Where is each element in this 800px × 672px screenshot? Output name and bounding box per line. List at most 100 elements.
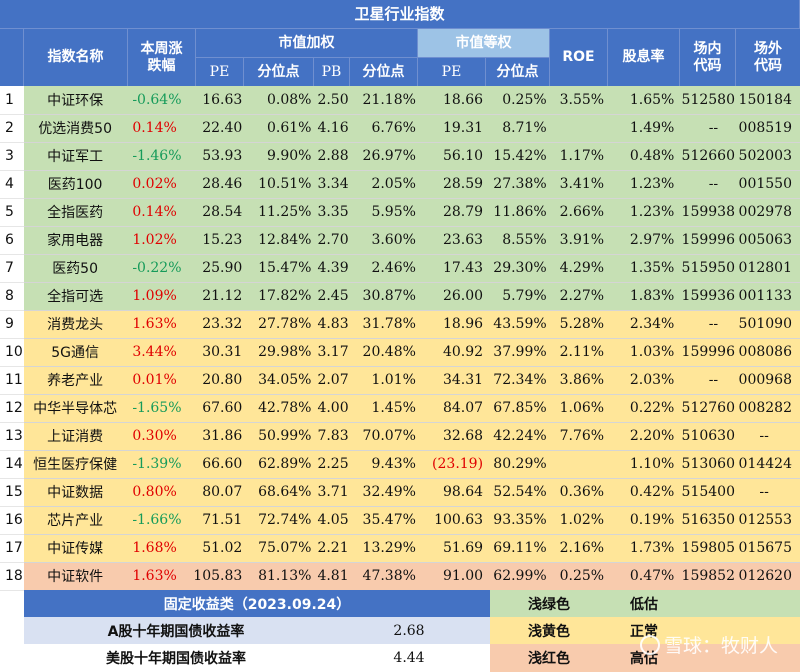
- header-cap-pe-percentile: 分位点: [244, 58, 314, 86]
- cap-pe-percentile: 9.90%: [248, 142, 318, 171]
- eq-pe: 56.10: [421, 142, 490, 171]
- cap-pe: 71.51: [193, 506, 249, 535]
- offsite-code: 015675: [736, 534, 800, 563]
- table-title: 卫星行业指数: [0, 0, 800, 29]
- dividend-yield: 1.83%: [610, 282, 681, 311]
- cap-pe: 80.07: [193, 478, 249, 507]
- legend-yellow-name: 浅黄色: [490, 617, 608, 644]
- row-index: 2: [0, 114, 24, 143]
- onsite-code: 510630: [680, 422, 737, 451]
- dividend-yield: 2.34%: [610, 310, 681, 339]
- cap-pb-percentile: 6.76%: [354, 114, 422, 143]
- cap-pb-percentile: 35.47%: [354, 506, 422, 535]
- table-row: 16 芯片产业 -1.66% 71.51 72.74% 4.05 35.47% 100.63 9…: [0, 506, 800, 535]
- index-name: 优选消费50: [23, 114, 127, 143]
- dividend-yield: 1.03%: [610, 338, 681, 367]
- roe: [552, 450, 611, 479]
- cap-pb: 4.39: [317, 254, 355, 283]
- cap-pb: 4.05: [317, 506, 355, 535]
- offsite-code: 000968: [736, 366, 800, 395]
- row-index: 6: [0, 226, 24, 255]
- onsite-code: 513060: [680, 450, 737, 479]
- onsite-code: --: [680, 366, 737, 395]
- header-cap-pe: PE: [196, 58, 244, 86]
- header-dividend: 股息率: [608, 29, 680, 86]
- cap-pe: 51.02: [193, 534, 249, 563]
- index-name: 养老产业: [23, 366, 127, 395]
- index-name: 家用电器: [23, 226, 127, 255]
- cap-pe: 105.83: [193, 562, 249, 591]
- offsite-code: 001550: [736, 170, 800, 199]
- legend-red-fill: [680, 644, 800, 672]
- eq-pe: 26.00: [421, 282, 490, 311]
- cap-pb-percentile: 70.07%: [354, 422, 422, 451]
- fixed-income-title: 固定收益类（2023.09.24）: [24, 590, 490, 617]
- index-name: 中华半导体芯: [23, 394, 127, 423]
- watermark: 雪球：牧财人: [639, 631, 778, 658]
- eq-pe: (23.19): [421, 450, 490, 479]
- offsite-code: 012553: [736, 506, 800, 535]
- eq-pe: 17.43: [421, 254, 490, 283]
- cap-pe: 28.54: [193, 198, 249, 227]
- row-index: 15: [0, 478, 24, 507]
- table-row: 5 全指医药 0.14% 28.54 11.25% 3.35 5.95% 28.79 11.86…: [0, 198, 800, 227]
- eq-pe: 100.63: [421, 506, 490, 535]
- index-name: 5G通信: [23, 338, 127, 367]
- eq-percentile: 29.30%: [489, 254, 553, 283]
- roe: [552, 114, 611, 143]
- offsite-code: 501090: [736, 310, 800, 339]
- cap-pe-percentile: 68.64%: [248, 478, 318, 507]
- index-name: 消费龙头: [23, 310, 127, 339]
- eq-pe: 51.69: [421, 534, 490, 563]
- cap-pe-percentile: 12.84%: [248, 226, 318, 255]
- table-row: 17 中证传媒 1.68% 51.02 75.07% 2.21 13.29% 51.69 69.…: [0, 534, 800, 563]
- table-row: 2 优选消费50 0.14% 22.40 0.61% 4.16 6.76% 19.31 8.71…: [0, 114, 800, 143]
- index-name: 全指医药: [23, 198, 127, 227]
- legend-yellow-fill: [680, 617, 800, 644]
- dividend-yield: 0.48%: [610, 142, 681, 171]
- onsite-code: 159852: [680, 562, 737, 591]
- dividend-yield: 2.97%: [610, 226, 681, 255]
- roe: 1.02%: [552, 506, 611, 535]
- offsite-code: --: [736, 422, 800, 451]
- row-index: 1: [0, 86, 24, 115]
- cap-pb-percentile: 13.29%: [354, 534, 422, 563]
- cap-pb-percentile: 2.46%: [354, 254, 422, 283]
- cap-pb: 7.83: [317, 422, 355, 451]
- offsite-code: 001133: [736, 282, 800, 311]
- cap-pe-percentile: 0.08%: [248, 86, 318, 115]
- valuation-table: 1 中证环保 -0.64% 16.63 0.08% 2.50 21.18% 18.66 0.25…: [0, 86, 800, 591]
- valuation-table-body: 1 中证环保 -0.64% 16.63 0.08% 2.50 21.18% 18.66 0.25…: [0, 86, 800, 591]
- onsite-code: 515950: [680, 254, 737, 283]
- a-share-yield-label: A股十年期国债收益率: [24, 617, 328, 644]
- cap-pb: 3.34: [317, 170, 355, 199]
- us-yield-label: 美股十年期国债收益率: [24, 644, 328, 672]
- dividend-yield: 1.23%: [610, 170, 681, 199]
- cap-pe: 22.40: [193, 114, 249, 143]
- onsite-code: 159996: [680, 226, 737, 255]
- dividend-yield: 0.47%: [610, 562, 681, 591]
- cap-pb-percentile: 1.01%: [354, 366, 422, 395]
- onsite-code: 159805: [680, 534, 737, 563]
- us-yield-value: 4.44: [328, 644, 490, 672]
- table-row: 11 养老产业 0.01% 20.80 34.05% 2.07 1.01% 34.31 72.3…: [0, 366, 800, 395]
- weekly-change: -1.65%: [126, 394, 194, 423]
- eq-percentile: 42.24%: [489, 422, 553, 451]
- onsite-code: 512580: [680, 86, 737, 115]
- cap-pb: 2.07: [317, 366, 355, 395]
- eq-percentile: 69.11%: [489, 534, 553, 563]
- weekly-change: 0.14%: [126, 114, 194, 143]
- a-share-yield-value: 2.68: [328, 617, 490, 644]
- offsite-code: 150184: [736, 86, 800, 115]
- header-cap-weighted: 市值加权: [196, 29, 418, 58]
- eq-pe: 98.64: [421, 478, 490, 507]
- table-row: 12 中华半导体芯 -1.65% 67.60 42.78% 4.00 1.45% 84.07 6…: [0, 394, 800, 423]
- weekly-change: -0.22%: [126, 254, 194, 283]
- cap-pe-percentile: 0.61%: [248, 114, 318, 143]
- cap-pb-percentile: 30.87%: [354, 282, 422, 311]
- offsite-code: 005063: [736, 226, 800, 255]
- header-offsite-code: 场外代码: [736, 29, 800, 86]
- cap-pb-percentile: 20.48%: [354, 338, 422, 367]
- cap-pe: 25.90: [193, 254, 249, 283]
